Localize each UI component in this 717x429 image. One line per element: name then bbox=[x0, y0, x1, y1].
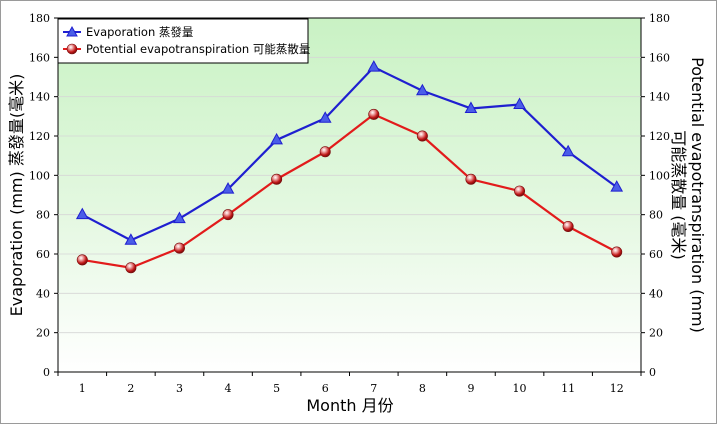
potential-evapotranspiration-point bbox=[173, 242, 185, 254]
potential-evapotranspiration-point bbox=[465, 173, 477, 185]
x-tick-label: 1 bbox=[79, 382, 86, 395]
y-tick-label-right: 20 bbox=[649, 327, 663, 340]
legend-label-pet: Potential evapotranspiration 可能蒸散量 bbox=[86, 42, 310, 56]
evaporation-point bbox=[464, 101, 478, 113]
y-tick-label-left: 120 bbox=[29, 130, 50, 143]
evaporation-point bbox=[270, 132, 283, 145]
evaporation-point bbox=[221, 182, 235, 194]
x-tick-label: 11 bbox=[561, 382, 575, 395]
legend-triangle-marker bbox=[66, 25, 78, 37]
y-tick-label-right: 100 bbox=[649, 169, 670, 182]
x-axis-title: Month 月份 bbox=[306, 396, 393, 415]
evaporation-point bbox=[610, 180, 624, 192]
y-tick-label-right: 180 bbox=[649, 12, 670, 25]
legend: Evaporation 蒸發量 Potential evapotranspira… bbox=[57, 18, 310, 64]
y-tick-label-right: 0 bbox=[649, 366, 656, 379]
y-tick-label-left: 20 bbox=[36, 327, 50, 340]
evaporation-point bbox=[367, 60, 381, 72]
legend-sphere-marker bbox=[66, 43, 78, 55]
evaporation-point bbox=[75, 207, 89, 220]
x-tick-label: 4 bbox=[225, 382, 232, 395]
potential-evapotranspiration-point bbox=[514, 185, 526, 197]
y-tick-label-right: 80 bbox=[649, 209, 663, 222]
y-tick-label-right: 120 bbox=[649, 130, 670, 143]
x-tick-label: 7 bbox=[370, 382, 377, 395]
y-tick-label-left: 40 bbox=[36, 287, 50, 300]
potential-evapotranspiration-line bbox=[82, 113, 618, 269]
y-axis-title-right-line2: 可能蒸散量 (毫米) bbox=[669, 130, 688, 260]
y-tick-label-right: 160 bbox=[649, 51, 670, 64]
evaporation-point bbox=[318, 111, 332, 123]
evaporation-point bbox=[561, 144, 575, 157]
potential-evapotranspiration-point bbox=[76, 254, 88, 266]
x-tick-label: 3 bbox=[176, 382, 183, 395]
x-tick-label: 12 bbox=[610, 382, 624, 395]
y-tick-label-left: 80 bbox=[36, 209, 50, 222]
legend-label-evaporation: Evaporation 蒸發量 bbox=[86, 25, 193, 39]
x-tick-label: 5 bbox=[273, 382, 280, 395]
potential-evapotranspiration-point bbox=[368, 108, 380, 120]
y-tick-label-left: 60 bbox=[36, 248, 50, 261]
x-tick-label: 8 bbox=[419, 382, 426, 395]
y-axis-title-right-line1: Potential evapotranspiration (mm) bbox=[688, 57, 707, 333]
plot-area bbox=[57, 17, 642, 373]
y-tick-label-left: 180 bbox=[29, 12, 50, 25]
grid-lines bbox=[58, 56, 641, 334]
potential-evapotranspiration-point bbox=[319, 146, 331, 158]
series-layer bbox=[75, 60, 624, 274]
axes: 0 0 20 20 40 40 60 60 80 80 100 100 120 120 140 140 160 1… bbox=[29, 12, 670, 395]
potential-evapotranspiration-point bbox=[562, 220, 574, 232]
potential-evapotranspiration-point bbox=[611, 246, 623, 258]
x-tick-label: 6 bbox=[322, 382, 329, 395]
x-tick-label: 9 bbox=[467, 382, 474, 395]
evaporation-point bbox=[124, 233, 138, 245]
potential-evapotranspiration-point bbox=[222, 209, 234, 221]
evaporation-point bbox=[513, 97, 526, 110]
y-tick-label-right: 40 bbox=[649, 287, 663, 300]
evaporation-point bbox=[416, 83, 429, 96]
evaporation-point bbox=[173, 211, 186, 224]
y-tick-label-right: 140 bbox=[649, 91, 670, 104]
legend-box bbox=[57, 18, 309, 64]
x-tick-label: 10 bbox=[513, 382, 527, 395]
potential-evapotranspiration-point bbox=[271, 173, 283, 185]
y-tick-label-left: 0 bbox=[43, 366, 50, 379]
potential-evapotranspiration-point bbox=[125, 262, 137, 274]
evaporation-line bbox=[81, 66, 618, 242]
y-tick-label-left: 100 bbox=[29, 169, 50, 182]
y-tick-label-right: 60 bbox=[649, 248, 663, 261]
y-tick-label-left: 160 bbox=[29, 51, 50, 64]
y-tick-label-left: 140 bbox=[29, 91, 50, 104]
potential-evapotranspiration-point bbox=[416, 130, 428, 142]
y-axis-title-left: Evaporation (mm) 蒸發量(毫米) bbox=[7, 74, 26, 317]
x-tick-label: 2 bbox=[127, 382, 134, 395]
